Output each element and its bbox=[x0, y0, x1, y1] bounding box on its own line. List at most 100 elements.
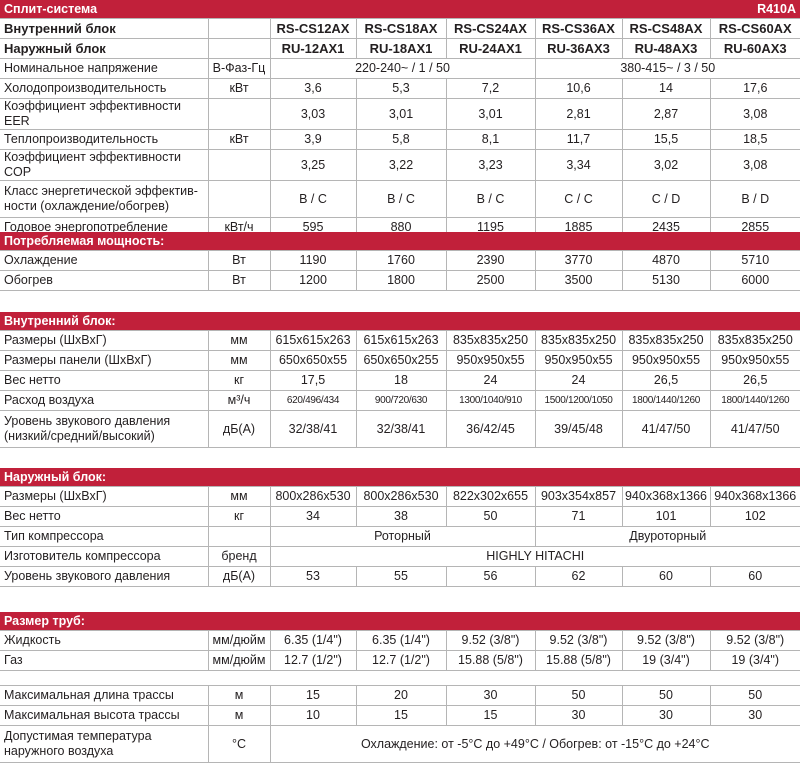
value-cell: 62 bbox=[534, 566, 623, 587]
value-cell: 15.88 (5/8") bbox=[445, 650, 536, 671]
table-row: Охлаждение Вт 1190 1760 2390 3770 4870 5710 bbox=[0, 250, 800, 271]
value-cell: 1760 bbox=[355, 250, 447, 271]
row-label: Охлаждение bbox=[0, 250, 209, 271]
value-cell: 38 bbox=[355, 506, 447, 527]
value-cell: 1800/1440/1260 bbox=[709, 390, 800, 411]
section-title: Сплит-система bbox=[4, 2, 98, 16]
table-row: Наружный блок RU-12AX1 RU-18AX1 RU-24AX1 RU-… bbox=[0, 38, 800, 59]
row-label: Жидкость bbox=[0, 630, 209, 651]
value-cell: 60 bbox=[709, 566, 800, 587]
value-cell: 41/47/50 bbox=[621, 410, 711, 448]
table-row: Расход воздуха м³/ч 620/496/434 900/720/630… bbox=[0, 390, 800, 411]
value-cell: 3,9 bbox=[269, 129, 357, 150]
row-label: Уровень звукового давления bbox=[0, 566, 209, 587]
row-label: Уровень звукового давления (низкий/средн… bbox=[0, 410, 209, 448]
value-cell: 30 bbox=[445, 685, 536, 706]
table-row: Максимальная длина трассы м 15 20 30 50 50 50 bbox=[0, 685, 800, 706]
table-row: Вес нетто кг 34 38 50 71 101 102 bbox=[0, 506, 800, 527]
value-cell: 30 bbox=[621, 705, 711, 726]
row-label: Максимальная длина трассы bbox=[0, 685, 209, 706]
row-unit: мм bbox=[207, 350, 271, 371]
refrigerant-label: R410A bbox=[757, 2, 796, 16]
value-cell: 3,03 bbox=[269, 98, 357, 130]
value-cell: 950x950x55 bbox=[621, 350, 711, 371]
section-header: Наружный блок: bbox=[0, 468, 800, 486]
value-cell: Охлаждение: от -5°C до +49°C / Обогрев: … bbox=[269, 725, 800, 763]
table-row: Тип компрессора Роторный Двуроторный bbox=[0, 526, 800, 547]
section: Наружный блок: Размеры (ШхВхГ) мм 800x286x5… bbox=[0, 468, 800, 587]
value-cell: 5,3 bbox=[355, 78, 447, 99]
value-cell: 2,81 bbox=[534, 98, 623, 130]
value-cell: 15,5 bbox=[621, 129, 711, 150]
value-cell: 903x354x857 bbox=[534, 486, 623, 507]
row-label: Наружный блок bbox=[0, 38, 209, 59]
value-cell: 3,01 bbox=[355, 98, 447, 130]
value-cell: 71 bbox=[534, 506, 623, 527]
section-title: Размер труб: bbox=[4, 614, 85, 628]
table-row: Уровень звукового давления дБ(А) 53 55 56 62 6… bbox=[0, 566, 800, 587]
row-unit bbox=[207, 98, 271, 130]
section-header: Сплит-система R410A bbox=[0, 0, 800, 18]
value-cell: 3,25 bbox=[269, 149, 357, 181]
value-cell: RU-12AX1 bbox=[269, 38, 357, 59]
row-unit: дБ(А) bbox=[207, 566, 271, 587]
row-unit: мм bbox=[207, 486, 271, 507]
value-cell: 6000 bbox=[709, 270, 800, 291]
value-cell: 30 bbox=[534, 705, 623, 726]
value-cell: 3,6 bbox=[269, 78, 357, 99]
value-cell: 17,6 bbox=[709, 78, 800, 99]
table-row: Класс энергетической эффектив- ности (ох… bbox=[0, 180, 800, 218]
value-cell: 1190 bbox=[269, 250, 357, 271]
value-cell: 15.88 (5/8") bbox=[534, 650, 623, 671]
table-row: Обогрев Вт 1200 1800 2500 3500 5130 6000 bbox=[0, 270, 800, 291]
value-cell: 24 bbox=[445, 370, 536, 391]
row-unit: В-Фаз-Гц bbox=[207, 58, 271, 79]
row-unit: кг bbox=[207, 370, 271, 391]
value-cell: C / D bbox=[621, 180, 711, 218]
spec-table: Максимальная длина трассы м 15 20 30 50 50 50 Ма… bbox=[0, 685, 800, 763]
value-cell: 32/38/41 bbox=[355, 410, 447, 448]
value-cell: 60 bbox=[621, 566, 711, 587]
row-unit bbox=[207, 38, 271, 59]
value-cell: 12.7 (1/2") bbox=[355, 650, 447, 671]
value-cell: 1300/1040/910 bbox=[445, 390, 536, 411]
value-cell: 3,01 bbox=[445, 98, 536, 130]
value-cell: 380-415~ / 3 / 50 bbox=[534, 58, 800, 79]
value-cell: 9.52 (3/8") bbox=[445, 630, 536, 651]
value-cell: RS-CS12AX bbox=[269, 18, 357, 39]
table-row: Жидкость мм/дюйм 6.35 (1/4") 6.35 (1/4") 9.5… bbox=[0, 630, 800, 651]
section: Сплит-система R410A Внутренний блок RS-CS12… bbox=[0, 0, 800, 238]
value-cell: 3770 bbox=[534, 250, 623, 271]
value-cell: 102 bbox=[709, 506, 800, 527]
value-cell: Двуроторный bbox=[534, 526, 800, 547]
table-row: Вес нетто кг 17,5 18 24 24 26,5 26,5 bbox=[0, 370, 800, 391]
section-header: Потребляемая мощность: bbox=[0, 232, 800, 250]
value-cell: 8,1 bbox=[445, 129, 536, 150]
row-label: Размеры панели (ШхВхГ) bbox=[0, 350, 209, 371]
value-cell: 15 bbox=[445, 705, 536, 726]
row-unit: м³/ч bbox=[207, 390, 271, 411]
value-cell: HIGHLY HITACHI bbox=[269, 546, 800, 567]
row-label: Размеры (ШхВхГ) bbox=[0, 330, 209, 351]
value-cell: 9.52 (3/8") bbox=[709, 630, 800, 651]
section: Потребляемая мощность: Охлаждение Вт 1190 17… bbox=[0, 232, 800, 291]
table-row: Теплопроизводительность кВт 3,9 5,8 8,1 11,7 1… bbox=[0, 129, 800, 150]
value-cell: 940x368x1366 bbox=[621, 486, 711, 507]
table-row: Номинальное напряжение В-Фаз-Гц 220-240~ /… bbox=[0, 58, 800, 79]
value-cell: B / D bbox=[709, 180, 800, 218]
value-cell: 835x835x250 bbox=[709, 330, 800, 351]
value-cell: RS-CS60AX bbox=[709, 18, 800, 39]
value-cell: 3500 bbox=[534, 270, 623, 291]
value-cell: 615x615x263 bbox=[269, 330, 357, 351]
section-header: Внутренний блок: bbox=[0, 312, 800, 330]
value-cell: 950x950x55 bbox=[445, 350, 536, 371]
value-cell: 9.52 (3/8") bbox=[621, 630, 711, 651]
row-unit: мм/дюйм bbox=[207, 630, 271, 651]
table-row: Размеры (ШхВхГ) мм 800x286x530 800x286x530 8… bbox=[0, 486, 800, 507]
row-unit bbox=[207, 149, 271, 181]
value-cell: 5,8 bbox=[355, 129, 447, 150]
row-unit: кг bbox=[207, 506, 271, 527]
value-cell: 39/45/48 bbox=[534, 410, 623, 448]
value-cell: 18 bbox=[355, 370, 447, 391]
row-label: Размеры (ШхВхГ) bbox=[0, 486, 209, 507]
